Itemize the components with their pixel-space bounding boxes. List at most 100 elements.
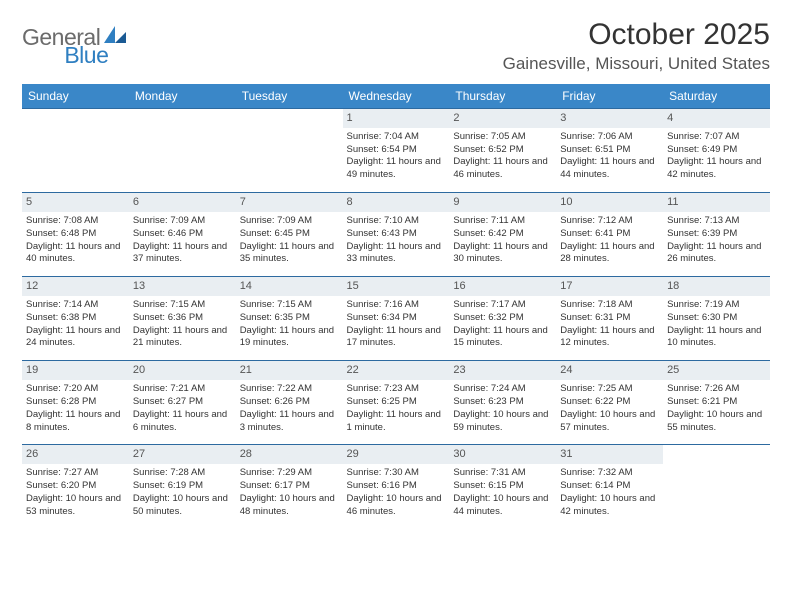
- day-entry: Sunrise: 7:30 AM: [347, 467, 446, 480]
- calendar-cell: 2Sunrise: 7:05 AMSunset: 6:52 PMDaylight…: [449, 109, 556, 193]
- calendar-table: SundayMondayTuesdayWednesdayThursdayFrid…: [22, 84, 770, 528]
- day-entry: Sunset: 6:38 PM: [26, 312, 125, 325]
- calendar-cell: 3Sunrise: 7:06 AMSunset: 6:51 PMDaylight…: [556, 109, 663, 193]
- day-entry: Daylight: 11 hours and 12 minutes.: [560, 325, 659, 351]
- day-entry: Sunset: 6:39 PM: [667, 228, 766, 241]
- day-number: 17: [556, 277, 663, 296]
- calendar-cell: 17 Sunrise: 7:18 AMSunset: 6:31 PMDayligh…: [556, 277, 663, 361]
- day-number: 22: [343, 361, 450, 380]
- calendar-cell: 27Sunrise: 7:28 AMSunset: 6:19 PMDayligh…: [129, 445, 236, 529]
- day-number: 1: [343, 109, 450, 128]
- day-number: 13: [129, 277, 236, 296]
- day-entry: Sunrise: 7:15 AM: [240, 299, 339, 312]
- day-entry: Sunrise: 7:15 AM: [133, 299, 232, 312]
- day-entry: Sunset: 6:16 PM: [347, 480, 446, 493]
- day-entry: Daylight: 11 hours and 46 minutes.: [453, 156, 552, 182]
- calendar-cell: 22Sunrise: 7:23 AMSunset: 6:25 PMDayligh…: [343, 361, 450, 445]
- calendar-cell: 24Sunrise: 7:25 AMSunset: 6:22 PMDayligh…: [556, 361, 663, 445]
- day-entry: Sunrise: 7:10 AM: [347, 215, 446, 228]
- day-entry: Sunset: 6:14 PM: [560, 480, 659, 493]
- day-number: 25: [663, 361, 770, 380]
- calendar-week-row: 26Sunrise: 7:27 AMSunset: 6:20 PMDayligh…: [22, 445, 770, 529]
- calendar-cell: 18Sunrise: 7:19 AMSunset: 6:30 PMDayligh…: [663, 277, 770, 361]
- day-entry: Sunrise: 7:32 AM: [560, 467, 659, 480]
- calendar-cell: 20Sunrise: 7:21 AMSunset: 6:27 PMDayligh…: [129, 361, 236, 445]
- day-entry: Sunset: 6:49 PM: [667, 144, 766, 157]
- day-entry: Daylight: 11 hours and 35 minutes.: [240, 241, 339, 267]
- day-entry: Sunrise: 7:08 AM: [26, 215, 125, 228]
- day-entry: Sunrise: 7:11 AM: [453, 215, 552, 228]
- day-entry: Sunrise: 7:20 AM: [26, 383, 125, 396]
- title-block: October 2025 Gainesville, Missouri, Unit…: [503, 18, 770, 74]
- day-entry: Sunset: 6:30 PM: [667, 312, 766, 325]
- day-entry: Daylight: 10 hours and 57 minutes.: [560, 409, 659, 435]
- day-entry: Sunrise: 7:16 AM: [347, 299, 446, 312]
- day-entry: Daylight: 11 hours and 30 minutes.: [453, 241, 552, 267]
- day-entry: Sunrise: 7:18 AM: [560, 299, 659, 312]
- day-entry: Sunset: 6:34 PM: [347, 312, 446, 325]
- day-number: 7: [236, 193, 343, 212]
- day-entry: Sunrise: 7:25 AM: [560, 383, 659, 396]
- calendar-cell: 5Sunrise: 7:08 AMSunset: 6:48 PMDaylight…: [22, 193, 129, 277]
- day-number: 23: [449, 361, 556, 380]
- day-header-tuesday: Tuesday: [236, 84, 343, 109]
- day-entry: Sunset: 6:27 PM: [133, 396, 232, 409]
- calendar-header-row: SundayMondayTuesdayWednesdayThursdayFrid…: [22, 84, 770, 109]
- day-number: 15: [343, 277, 450, 296]
- day-number: 8: [343, 193, 450, 212]
- calendar-cell: 15Sunrise: 7:16 AMSunset: 6:34 PMDayligh…: [343, 277, 450, 361]
- day-entry: Daylight: 11 hours and 37 minutes.: [133, 241, 232, 267]
- calendar-cell: 6Sunrise: 7:09 AMSunset: 6:46 PMDaylight…: [129, 193, 236, 277]
- day-entry: Daylight: 11 hours and 6 minutes.: [133, 409, 232, 435]
- day-entry: Sunset: 6:51 PM: [560, 144, 659, 157]
- day-number: 6: [129, 193, 236, 212]
- calendar-cell: 25Sunrise: 7:26 AMSunset: 6:21 PMDayligh…: [663, 361, 770, 445]
- day-entry: Sunset: 6:52 PM: [453, 144, 552, 157]
- day-number: [129, 109, 236, 113]
- day-entry: Sunrise: 7:19 AM: [667, 299, 766, 312]
- day-header-friday: Friday: [556, 84, 663, 109]
- day-number: 9: [449, 193, 556, 212]
- header: General Blue October 2025 Gainesville, M…: [22, 18, 770, 74]
- day-entry: Sunset: 6:31 PM: [560, 312, 659, 325]
- location-text: Gainesville, Missouri, United States: [503, 54, 770, 74]
- day-number: 5: [22, 193, 129, 212]
- day-entry: Sunset: 6:19 PM: [133, 480, 232, 493]
- day-number: 27: [129, 445, 236, 464]
- day-entry: Sunrise: 7:28 AM: [133, 467, 232, 480]
- day-entry: Sunset: 6:48 PM: [26, 228, 125, 241]
- day-number: 19: [22, 361, 129, 380]
- day-number: [22, 109, 129, 113]
- day-entry: Sunrise: 7:13 AM: [667, 215, 766, 228]
- day-entry: Daylight: 10 hours and 42 minutes.: [560, 493, 659, 519]
- day-entry: Daylight: 11 hours and 21 minutes.: [133, 325, 232, 351]
- day-entry: Daylight: 11 hours and 15 minutes.: [453, 325, 552, 351]
- day-number: 30: [449, 445, 556, 464]
- day-entry: Daylight: 10 hours and 44 minutes.: [453, 493, 552, 519]
- calendar-week-row: 5 Sunrise: 7:08 AMSunset: 6:48 PM Daylight…: [22, 193, 770, 277]
- day-number: 26: [22, 445, 129, 464]
- day-entry: Sunrise: 7:06 AM: [560, 131, 659, 144]
- day-entry: Sunset: 6:28 PM: [26, 396, 125, 409]
- day-entry: Sunset: 6:54 PM: [347, 144, 446, 157]
- day-number: 11: [663, 193, 770, 212]
- calendar-cell: 7Sunrise: 7:09 AMSunset: 6:45 PMDaylight…: [236, 193, 343, 277]
- calendar-week-row: 1Sunrise: 7:04 AMSunset: 6:54 PMDaylight…: [22, 109, 770, 193]
- calendar-cell: 13Sunrise: 7:15 AMSunset: 6:36 PMDayligh…: [129, 277, 236, 361]
- day-number: 10: [556, 193, 663, 212]
- calendar-cell: 9Sunrise: 7:11 AMSunset: 6:42 PMDaylight…: [449, 193, 556, 277]
- day-number: 12: [22, 277, 129, 296]
- calendar-body: 1Sunrise: 7:04 AMSunset: 6:54 PMDaylight…: [22, 109, 770, 529]
- day-entry: Daylight: 11 hours and 3 minutes.: [240, 409, 339, 435]
- day-entry: Daylight: 10 hours and 48 minutes.: [240, 493, 339, 519]
- day-number: [236, 109, 343, 113]
- day-entry: Sunrise: 7:12 AM: [560, 215, 659, 228]
- calendar-cell: 8Sunrise: 7:10 AMSunset: 6:43 PMDaylight…: [343, 193, 450, 277]
- day-entry: Daylight: 11 hours and 49 minutes.: [347, 156, 446, 182]
- day-entry: Sunrise: 7:26 AM: [667, 383, 766, 396]
- calendar-cell: 21Sunrise: 7:22 AMSunset: 6:26 PMDayligh…: [236, 361, 343, 445]
- calendar-cell: [129, 109, 236, 193]
- day-entry: Sunrise: 7:04 AM: [347, 131, 446, 144]
- day-entry: Daylight: 10 hours and 46 minutes.: [347, 493, 446, 519]
- day-entry: Sunrise: 7:29 AM: [240, 467, 339, 480]
